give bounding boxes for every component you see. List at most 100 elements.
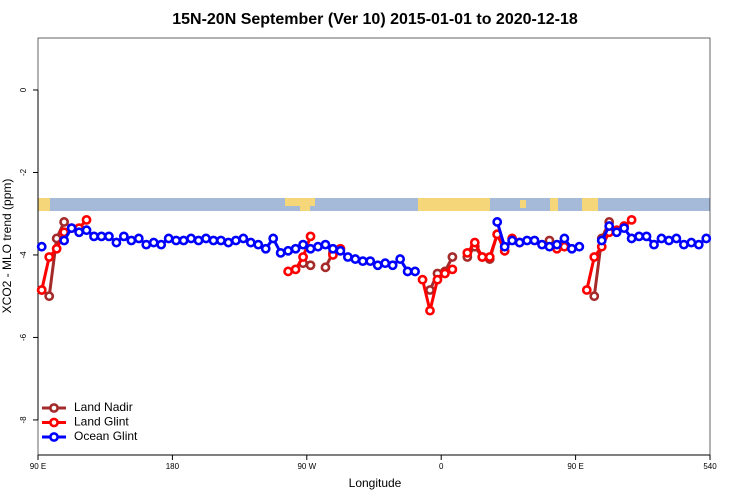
point — [178, 235, 189, 246]
x-tick-label: 180 — [166, 462, 180, 471]
point — [104, 231, 114, 242]
land-patch — [550, 198, 558, 211]
land-patch — [520, 200, 526, 208]
point — [186, 233, 196, 244]
point — [283, 245, 294, 256]
point — [514, 237, 525, 248]
map-strip — [38, 198, 710, 211]
legend-marker — [49, 417, 59, 428]
point — [118, 231, 129, 242]
y-tick-label: 0 — [19, 87, 28, 92]
point — [417, 274, 428, 285]
ocean-strip — [38, 198, 710, 211]
point — [469, 237, 480, 248]
legend-label: Land Glint — [74, 415, 129, 429]
point — [634, 231, 644, 242]
point — [223, 237, 234, 248]
point — [275, 247, 286, 258]
point — [656, 233, 667, 244]
point — [649, 239, 659, 250]
point — [59, 217, 70, 227]
point — [74, 227, 84, 238]
point — [425, 305, 435, 316]
point — [574, 241, 585, 252]
x-tick-label: 90 W — [297, 462, 316, 471]
point — [693, 239, 704, 250]
point — [701, 233, 712, 244]
point — [484, 252, 495, 262]
y-axis-label: XCO2 - MLO trend (ppm) — [0, 179, 14, 314]
point — [447, 264, 458, 275]
point — [81, 214, 92, 225]
y-tick-label: -4 — [19, 251, 28, 259]
point — [171, 235, 182, 246]
point — [432, 274, 443, 285]
x-tick-label: 90 E — [30, 462, 46, 471]
chart-title: 15N-20N September (Ver 10) 2015-01-01 to… — [172, 11, 578, 28]
point — [402, 266, 413, 277]
legend-label: Ocean Glint — [74, 429, 138, 443]
point — [529, 235, 540, 246]
land-patch — [300, 204, 310, 211]
point — [641, 231, 652, 242]
point — [208, 235, 219, 246]
point — [552, 239, 562, 250]
land-patch — [285, 198, 315, 206]
point — [499, 241, 510, 252]
point — [290, 243, 301, 254]
point — [320, 262, 331, 273]
point — [365, 256, 376, 267]
point — [133, 233, 144, 244]
point — [238, 233, 249, 244]
point — [686, 237, 697, 248]
point — [111, 237, 122, 248]
point — [44, 252, 55, 262]
point — [96, 231, 107, 242]
point — [335, 245, 346, 256]
point — [298, 239, 308, 250]
y-tick-label: -2 — [19, 168, 28, 176]
legend-marker — [49, 403, 59, 413]
x-tick-label: 540 — [703, 462, 717, 471]
point — [66, 223, 77, 234]
point — [462, 247, 473, 258]
land-patch — [38, 198, 50, 211]
point — [320, 239, 331, 250]
point — [626, 214, 637, 225]
point — [313, 241, 323, 252]
point — [678, 239, 689, 250]
point — [36, 241, 47, 252]
point — [51, 243, 62, 254]
point — [559, 233, 570, 244]
point — [305, 231, 316, 242]
point — [253, 239, 264, 250]
point — [566, 243, 577, 254]
point — [447, 252, 458, 262]
point — [350, 254, 361, 264]
point — [328, 243, 338, 254]
point — [44, 291, 55, 302]
point — [342, 252, 353, 262]
point — [193, 235, 204, 246]
point — [283, 266, 294, 277]
point — [589, 291, 600, 302]
x-tick-label: 0 — [439, 462, 444, 471]
point — [589, 252, 600, 262]
point — [230, 235, 241, 246]
point — [141, 239, 152, 250]
land-patch — [582, 198, 598, 211]
point — [260, 243, 271, 254]
point — [216, 235, 226, 246]
point — [544, 241, 555, 252]
point — [59, 235, 70, 246]
point — [36, 285, 47, 295]
point — [492, 217, 503, 227]
point — [611, 227, 622, 238]
point — [268, 233, 279, 244]
point — [380, 258, 391, 269]
point — [477, 252, 488, 262]
y-tick-label: -8 — [19, 416, 28, 424]
point — [357, 256, 368, 267]
